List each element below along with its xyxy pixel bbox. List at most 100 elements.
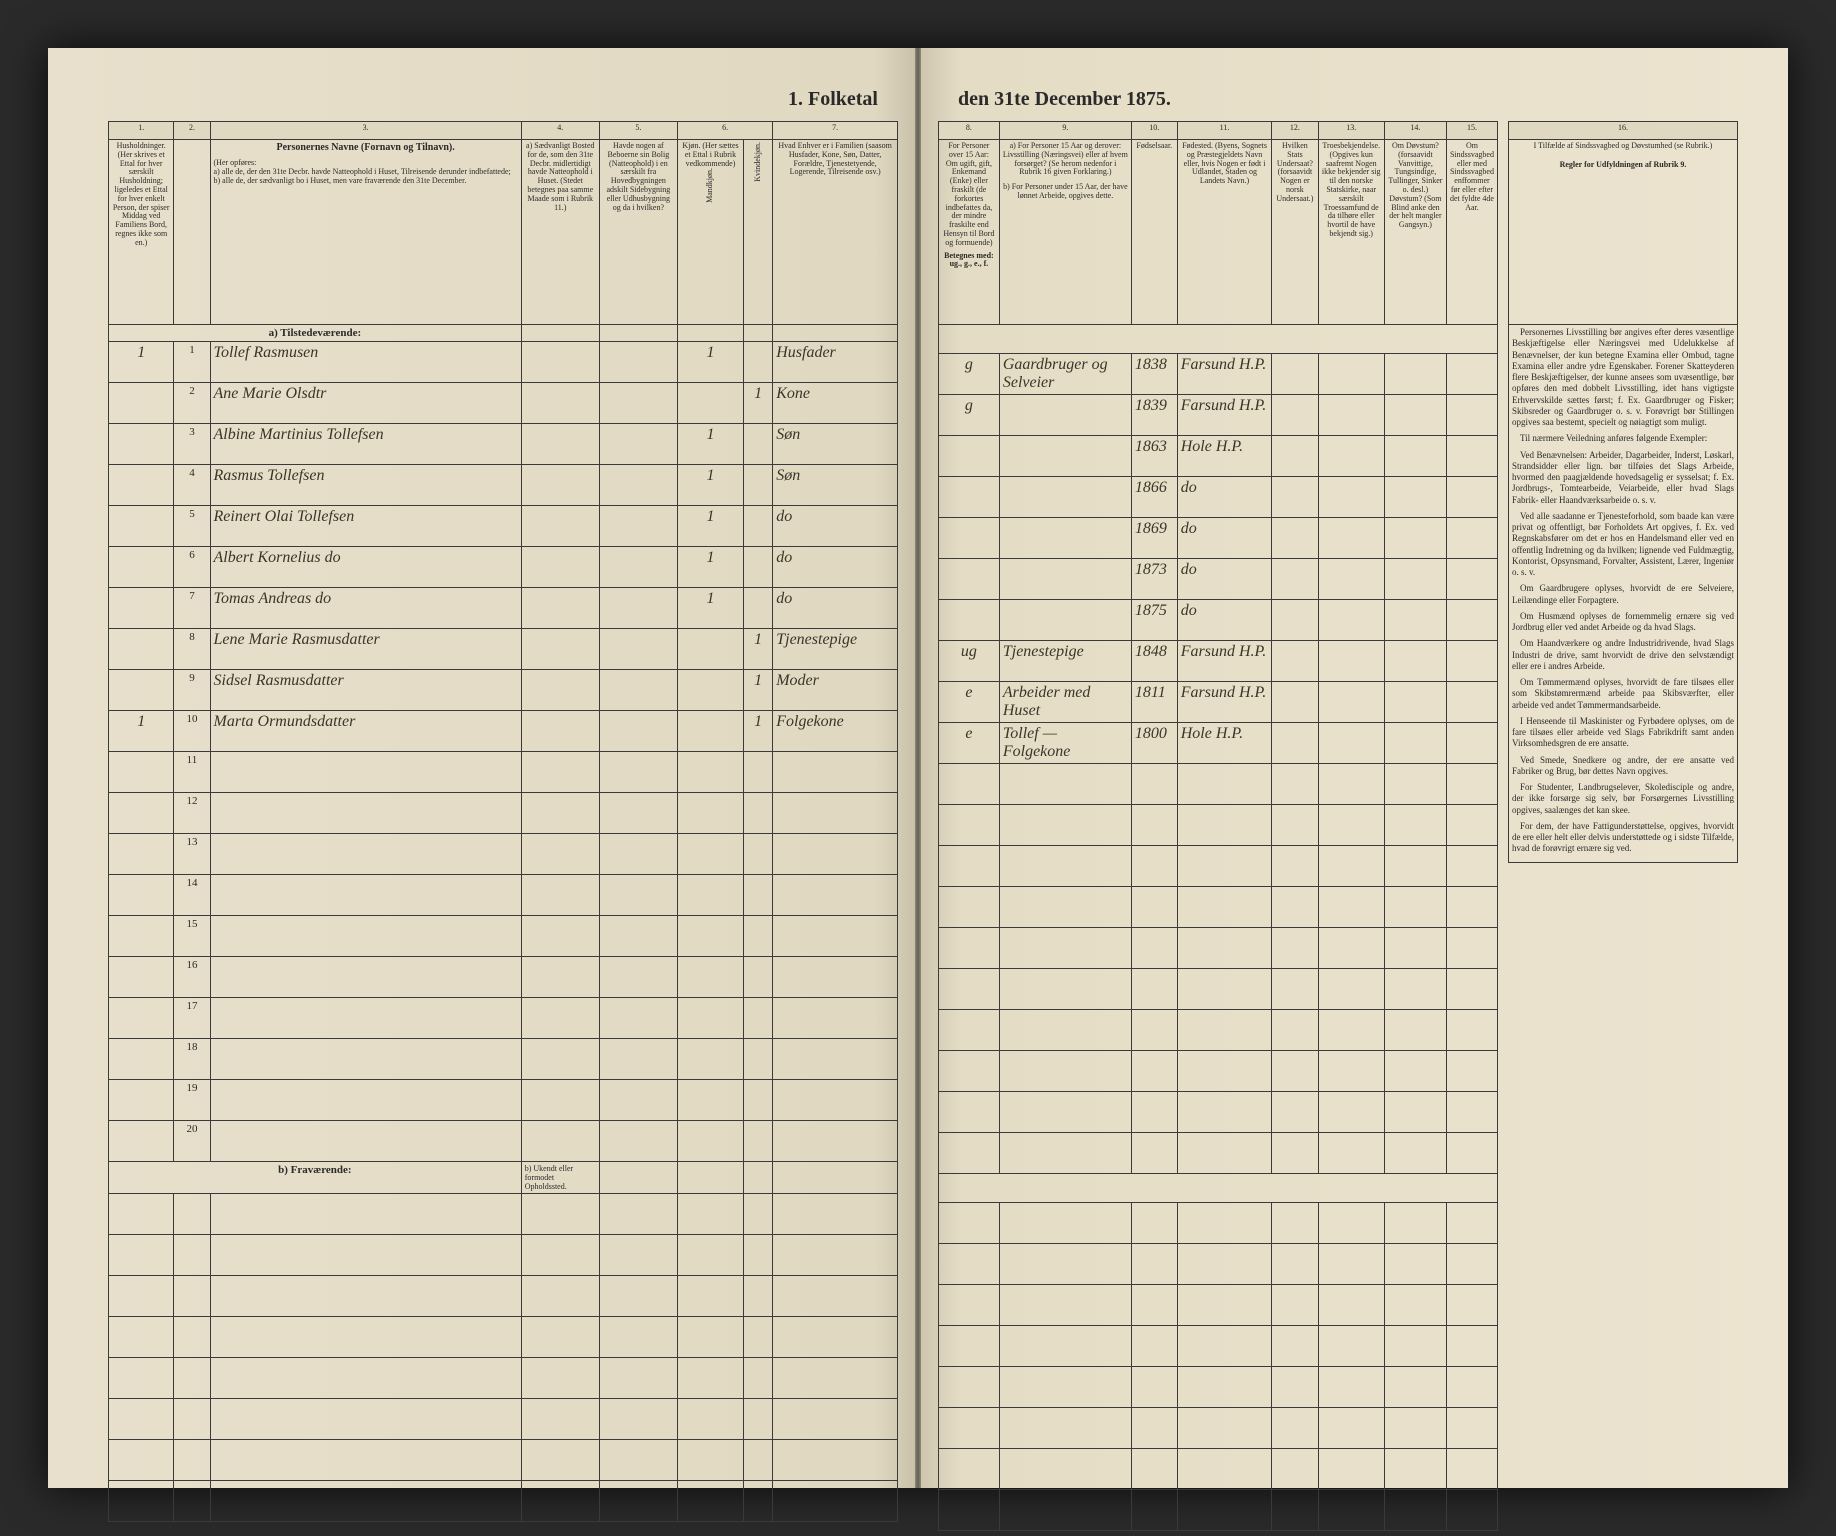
col-num-1: 1. <box>109 122 174 140</box>
table-row <box>939 1490 1498 1531</box>
table-row: 1875do <box>939 600 1498 641</box>
table-row: 1873do <box>939 559 1498 600</box>
instruction-paragraph: I Henseende til Maskinister og Fyrbødere… <box>1512 716 1734 750</box>
header-c9: a) For Personer 15 Aar og derover: Livss… <box>999 140 1131 325</box>
section-b-row-right <box>939 1174 1498 1203</box>
left-page: 1. Folketal 1. 2. 3. 4. 5. 6. 7. Hushold… <box>48 48 918 1488</box>
table-row: 11Tollef Rasmusen1Husfader <box>109 342 898 383</box>
table-row <box>939 805 1498 846</box>
instruction-paragraph: Om Husmænd oplyses de fornemmelig ernære… <box>1512 611 1734 634</box>
table-row <box>939 1092 1498 1133</box>
table-row <box>939 1367 1498 1408</box>
instruction-paragraph: Om Gaardbrugere oplyses, hvorvidt de ere… <box>1512 583 1734 606</box>
table-row <box>939 1285 1498 1326</box>
table-row: 17 <box>109 998 898 1039</box>
table-row <box>939 969 1498 1010</box>
table-row <box>109 1481 898 1522</box>
table-row: 2Ane Marie Olsdtr1Kone <box>109 383 898 424</box>
table-row: 1863Hole H.P. <box>939 436 1498 477</box>
table-row: 13 <box>109 834 898 875</box>
table-row <box>109 1440 898 1481</box>
table-row <box>109 1317 898 1358</box>
table-row <box>939 1408 1498 1449</box>
section-a-label: a) Tilstedeværende: <box>109 325 522 342</box>
section-b-label: b) Fraværende: <box>109 1162 522 1194</box>
table-row <box>939 1449 1498 1490</box>
table-row: 1866do <box>939 477 1498 518</box>
census-table-right: 8. 9. 10. 11. 12. 13. 14. 15. For Person… <box>938 121 1498 1531</box>
census-table-left: 1. 2. 3. 4. 5. 6. 7. Husholdninger. (Her… <box>108 121 898 1522</box>
table-row <box>939 846 1498 887</box>
header-c5: Havde nogen af Beboerne sin Bolig (Natte… <box>599 140 677 325</box>
header-c9b-text: b) For Personer under 15 Aar, der have l… <box>1003 183 1128 201</box>
col-num-3: 3. <box>210 122 521 140</box>
header-row-right: For Personer over 15 Aar: Om ugift, gift… <box>939 140 1498 325</box>
header-c16-sub: Regler for Udfyldningen af Rubrik 9. <box>1512 161 1734 170</box>
table-row <box>939 928 1498 969</box>
header-c13: Troesbekjendelse. (Opgives kun saafremt … <box>1318 140 1384 325</box>
section-a-row: a) Tilstedeværende: <box>109 325 898 342</box>
instruction-paragraph: Om Haandværkere og andre Industridrivend… <box>1512 638 1734 672</box>
table-row: 11 <box>109 752 898 793</box>
header-c8-text: For Personer over 15 Aar: Om ugift, gift… <box>942 142 996 248</box>
page-title-left: 1. Folketal <box>108 88 898 111</box>
table-row <box>109 1194 898 1235</box>
column-16-instructions: 16. I Tilfælde af Sindssvagbed og Døvstu… <box>1508 121 1738 1531</box>
header-c8b-text: Betegnes med: ug., g., e., f. <box>942 252 996 270</box>
header-c16: I Tilfælde af Sindssvagbed og Døvstumhed… <box>1509 140 1738 325</box>
header-c9a-text: a) For Personer 15 Aar og derover: Livss… <box>1003 142 1128 177</box>
table-row <box>939 1051 1498 1092</box>
table-row: 18 <box>109 1039 898 1080</box>
table-row <box>939 1133 1498 1174</box>
col-num-4: 4. <box>521 122 599 140</box>
instruction-paragraph: Personernes Livsstilling bør angives eft… <box>1512 327 1734 428</box>
instruction-paragraph: For dem, der have Fattigunderstøttelse, … <box>1512 821 1734 855</box>
table-row: 7Tomas Andreas do1do <box>109 588 898 629</box>
table-row <box>939 887 1498 928</box>
table-row: ugTjenestepige1848Farsund H.P. <box>939 641 1498 682</box>
table-row <box>939 1326 1498 1367</box>
table-row: 4Rasmus Tollefsen1Søn <box>109 465 898 506</box>
header-c11: Fødested. (Byens, Sognets og Præstegjeld… <box>1177 140 1272 325</box>
table-row: 9Sidsel Rasmusdatter1Moder <box>109 670 898 711</box>
header-c3-sub: (Her opføres: a) alle de, der den 31te D… <box>214 159 518 185</box>
table-row: 1869do <box>939 518 1498 559</box>
header-c8: For Personer over 15 Aar: Om ugift, gift… <box>939 140 1000 325</box>
table-row <box>939 1010 1498 1051</box>
header-c10: Fødselsaar. <box>1131 140 1177 325</box>
book-spine <box>915 48 921 1488</box>
instruction-paragraph: Om Tømmermænd oplyses, hvorvidt de fare … <box>1512 677 1734 711</box>
instruction-paragraph: Til nærmere Veiledning anføres følgende … <box>1512 433 1734 444</box>
section-b-note: b) Ukendt eller formodet Opholdssted. <box>521 1162 599 1194</box>
header-c15: Om Sindssvagbed eller med Sindssvagbed e… <box>1446 140 1497 325</box>
census-book: 1. Folketal 1. 2. 3. 4. 5. 6. 7. Hushold… <box>48 48 1788 1488</box>
table-row: 12 <box>109 793 898 834</box>
section-a-row-right <box>939 325 1498 354</box>
header-c6a: Kjøn. (Her sættes et Ettal i Rubrik vedk… <box>677 140 743 325</box>
instruction-paragraph: Ved Benævnelsen: Arbeider, Dagarbeider, … <box>1512 450 1734 506</box>
header-c6b-text: Kvindekjøn. <box>754 142 763 182</box>
table-row <box>939 1203 1498 1244</box>
col-num-11: 11. <box>1177 122 1272 140</box>
table-row: eTollef — Folgekone1800Hole H.P. <box>939 723 1498 764</box>
header-c6a-text: Mandkjøn. <box>706 168 715 203</box>
table-row: 5Reinert Olai Tollefsen1do <box>109 506 898 547</box>
col-num-8: 8. <box>939 122 1000 140</box>
col-num-13: 13. <box>1318 122 1384 140</box>
table-row <box>109 1399 898 1440</box>
header-c3-title: Personernes Navne (Fornavn og Tilnavn). <box>214 142 518 153</box>
header-c6b: Kvindekjøn. <box>744 140 773 325</box>
header-c12: Hvilken Stats Undersaat? (forsaavidt Nog… <box>1272 140 1318 325</box>
table-row: 19 <box>109 1080 898 1121</box>
instruction-paragraph: Ved alle saadanne er Tjenesteforhold, so… <box>1512 511 1734 579</box>
table-row <box>939 1244 1498 1285</box>
header-c3: Personernes Navne (Fornavn og Tilnavn). … <box>210 140 521 325</box>
header-c16-title: I Tilfælde af Sindssvagbed og Døvstumhed… <box>1512 142 1734 151</box>
col-num-14: 14. <box>1384 122 1446 140</box>
page-title-right: den 31te December 1875. <box>938 88 1738 111</box>
header-c6-text: Kjøn. (Her sættes et Ettal i Rubrik vedk… <box>681 142 740 168</box>
col-num-7: 7. <box>773 122 898 140</box>
col-num-12: 12. <box>1272 122 1318 140</box>
header-c14: Om Døvstum? (forsaavidt Vanvittige, Tung… <box>1384 140 1446 325</box>
table-row: 110Marta Ormundsdatter1Folgekone <box>109 711 898 752</box>
